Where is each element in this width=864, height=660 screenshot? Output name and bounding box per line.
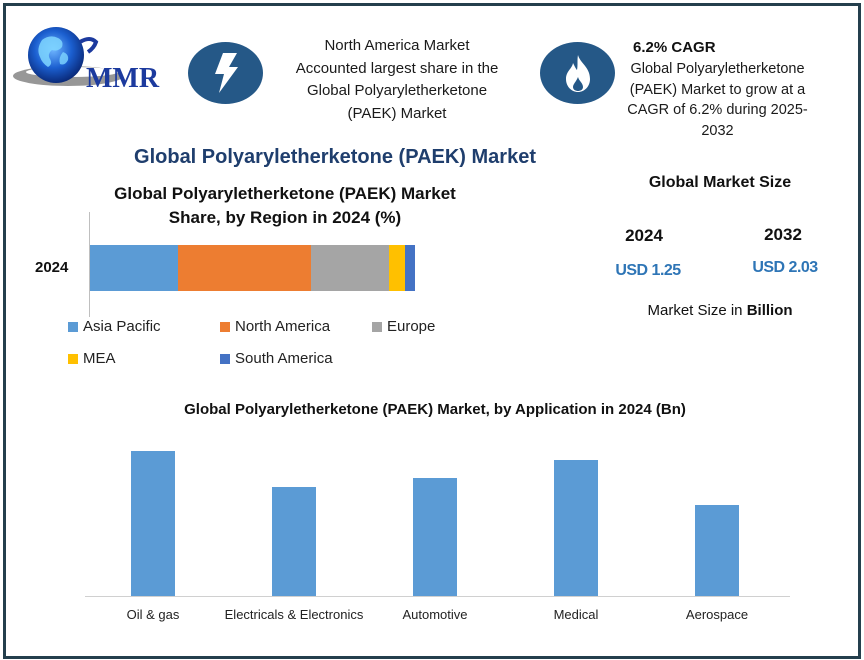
legend-item: MEA [68, 350, 116, 367]
unit-bold: Billion [746, 302, 793, 319]
unit-prefix: Market Size in [647, 302, 747, 319]
region-chart-title: Global Polyaryletherketone (PAEK) Market… [85, 182, 485, 230]
market-size-unit: Market Size in Billion [600, 302, 840, 319]
legend-label: Europe [387, 318, 436, 335]
mmr-logo: MMR [8, 22, 173, 97]
x-axis-label: Medical [553, 607, 599, 622]
legend-swatch [68, 353, 78, 364]
info-line: (PAEK) Market [347, 104, 447, 122]
legend-label: Asia Pacific [83, 318, 161, 335]
segment-europe [311, 245, 389, 291]
info-line: CAGR of 6.2% during 2025- [627, 102, 808, 118]
value-2024: USD 1.25 [615, 262, 681, 279]
x-axis-label: Aerospace [685, 607, 749, 622]
flame-icon-badge [540, 42, 615, 104]
chart-title-line: Global Polyaryletherketone (PAEK) Market [114, 184, 456, 203]
x-axis-line [85, 596, 790, 597]
legend-item: Europe [372, 318, 435, 335]
cagr-info: Global Polyaryletherketone (PAEK) Market… [610, 59, 825, 141]
flame-icon [565, 55, 590, 92]
year-2024: 2024 [625, 226, 663, 245]
segment-asia-pacific [90, 245, 178, 291]
value-2032: USD 2.03 [752, 259, 818, 276]
info-line: Accounted largest share in the [295, 59, 499, 77]
legend-swatch [372, 321, 382, 332]
stacked-bar-2024 [90, 245, 415, 291]
svg-text:MMR: MMR [86, 63, 160, 94]
x-axis-label: Automotive [402, 607, 468, 622]
legend-label: South America [235, 350, 333, 367]
cagr-heading: 6.2% CAGR [633, 39, 716, 56]
market-size-title: Global Market Size [648, 174, 792, 191]
north-america-info: North America Market Accounted largest s… [262, 35, 532, 125]
legend-swatch [68, 321, 78, 332]
y-axis-line [89, 212, 90, 317]
bar-medical [554, 460, 598, 596]
region-legend: Asia Pacific North America Europe MEA South … [68, 318, 488, 378]
application-bar-chart [85, 435, 790, 597]
lightning-icon-badge [188, 42, 263, 104]
lightning-icon [214, 53, 238, 93]
info-line: (PAEK) Market to grow at a [629, 81, 806, 98]
legend-item: North America [220, 318, 330, 335]
info-line: 2032 [701, 122, 734, 139]
bar-aerospace [695, 505, 739, 596]
info-line: Global Polyaryletherketone [630, 61, 805, 77]
x-axis-label: Oil & gas [126, 607, 180, 622]
legend-swatch [220, 321, 230, 332]
legend-label: North America [235, 318, 331, 335]
segment-north-america [177, 245, 311, 291]
legend-item: South America [220, 350, 333, 367]
segment-mea [389, 245, 406, 291]
legend-label: MEA [83, 350, 116, 367]
chart-title-line: Share, by Region in 2024 (%) [168, 208, 402, 227]
page-title: Global Polyaryletherketone (PAEK) Market [134, 146, 536, 168]
bar-oil-gas [131, 451, 175, 596]
year-2032: 2032 [764, 225, 802, 244]
bar-electricals-electronics [272, 487, 316, 596]
info-line: North America Market [324, 37, 470, 54]
info-line: Global Polyaryletherketone [306, 82, 488, 99]
x-axis-label: Electricals & Electronics [224, 607, 364, 622]
segment-south-america [405, 245, 415, 291]
bar-automotive [413, 478, 457, 596]
legend-item: Asia Pacific [68, 318, 161, 335]
legend-swatch [220, 353, 230, 364]
application-chart-title: Global Polyaryletherketone (PAEK) Market… [184, 401, 686, 418]
category-label-2024: 2024 [35, 259, 69, 276]
globe-icon: MMR [13, 27, 160, 94]
